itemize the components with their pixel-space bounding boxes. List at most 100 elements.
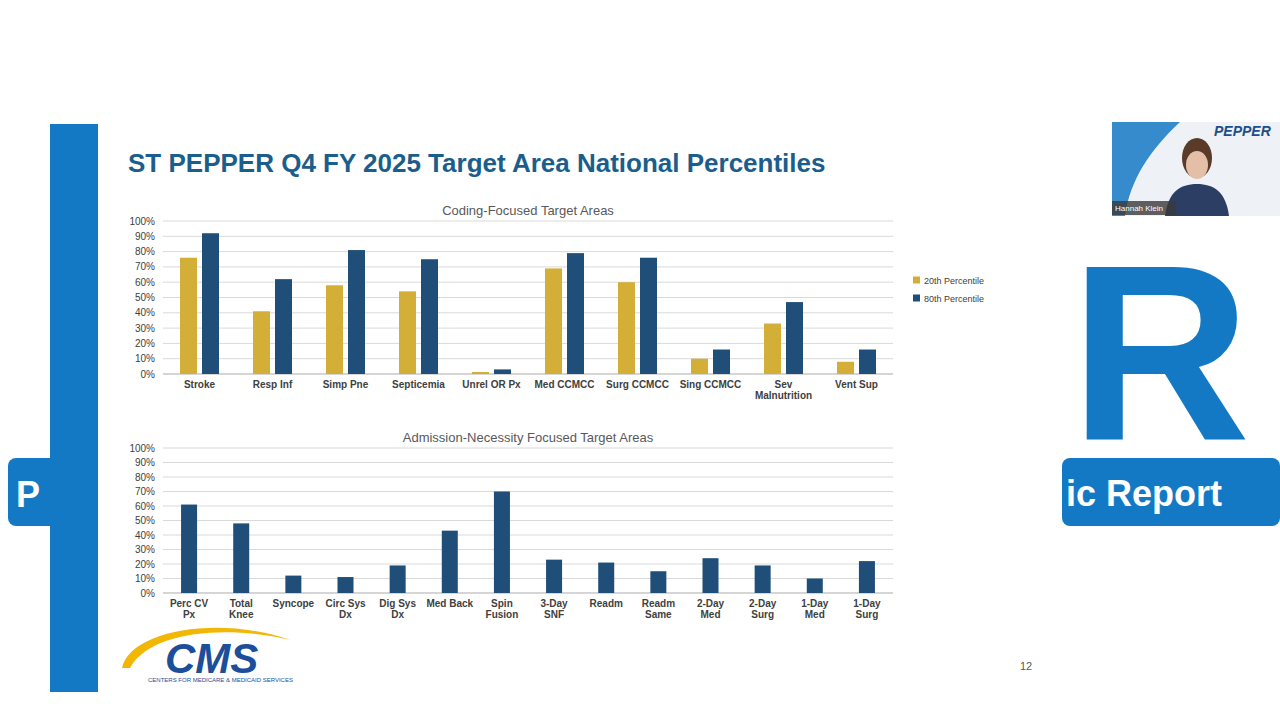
tick-label: 10% xyxy=(135,573,155,584)
bar xyxy=(421,259,438,374)
label-line: Med xyxy=(701,609,721,620)
bar xyxy=(442,531,458,593)
bar xyxy=(399,291,416,374)
label-line: Perc CV xyxy=(170,598,209,609)
tick-label: 70% xyxy=(135,261,155,272)
grid-line xyxy=(163,506,893,507)
category-label: 1-DaySurg xyxy=(853,598,881,620)
grid-line xyxy=(163,282,893,283)
label-line: Dx xyxy=(339,609,352,620)
category-label: Sing CCMCC xyxy=(680,379,742,390)
name-tag xyxy=(1112,201,1176,215)
logo-subtitle: CENTERS FOR MEDICARE & MEDICAID SERVICES xyxy=(148,677,293,683)
bar xyxy=(326,285,343,374)
x-axis xyxy=(163,593,893,594)
chart-title: Admission-Necessity Focused Target Areas xyxy=(403,430,654,445)
label-line: Unrel OR Px xyxy=(462,379,521,390)
bar xyxy=(202,233,219,374)
page-number: 12 xyxy=(1020,660,1032,672)
bar xyxy=(285,576,301,593)
tick-label: 90% xyxy=(135,231,155,242)
category-label: SpinFusion xyxy=(486,598,519,620)
label-line: Sing CCMCC xyxy=(680,379,742,390)
bar xyxy=(859,561,875,593)
category-label: Vent Sup xyxy=(835,379,878,390)
left-bar xyxy=(50,124,98,692)
grid-line xyxy=(163,328,893,329)
category-label: Dig SysDx xyxy=(379,598,416,620)
grid-line xyxy=(163,221,893,222)
logo-text: CMS xyxy=(165,635,258,682)
grid-line xyxy=(163,374,893,375)
bar xyxy=(755,565,771,593)
category-label: 3-DaySNF xyxy=(540,598,568,620)
bar xyxy=(390,565,406,593)
label-line: Vent Sup xyxy=(835,379,878,390)
category-label: Resp Inf xyxy=(253,379,293,390)
label-line: 1-Day xyxy=(853,598,881,609)
grid-line xyxy=(163,477,893,478)
category-label: 2-DayMed xyxy=(697,598,725,620)
bar xyxy=(859,350,876,374)
label-line: Readm xyxy=(590,598,623,609)
label-line: 1-Day xyxy=(801,598,829,609)
tick-label: 30% xyxy=(135,323,155,334)
bar xyxy=(837,362,854,374)
page: PRic ReportST PEPPER Q4 FY 2025 Target A… xyxy=(0,0,1280,720)
tick-label: 80% xyxy=(135,246,155,257)
grid-line xyxy=(163,297,893,298)
x-axis xyxy=(163,374,893,375)
label-line: Surg CCMCC xyxy=(606,379,669,390)
category-label: Med Back xyxy=(426,598,473,609)
bar xyxy=(348,250,365,374)
grid-line xyxy=(163,520,893,521)
bar xyxy=(640,258,657,374)
background-letter: R xyxy=(1070,214,1251,493)
category-label: Stroke xyxy=(184,379,216,390)
label-line: 3-Day xyxy=(540,598,568,609)
chart: Coding-Focused Target Areas0%10%20%30%40… xyxy=(129,203,984,401)
label-line: Spin xyxy=(491,598,513,609)
label-line: 2-Day xyxy=(697,598,725,609)
slide-title: ST PEPPER Q4 FY 2025 Target Area Nationa… xyxy=(128,148,825,178)
grid-line xyxy=(163,448,893,449)
tick-label: 40% xyxy=(135,307,155,318)
label-line: Malnutrition xyxy=(755,390,812,401)
bar xyxy=(713,350,730,374)
label-line: Stroke xyxy=(184,379,216,390)
grid-line xyxy=(163,251,893,252)
tick-label: 60% xyxy=(135,501,155,512)
label-line: Septicemia xyxy=(392,379,445,390)
category-label: Perc CVPx xyxy=(170,598,209,620)
label-line: Dig Sys xyxy=(379,598,416,609)
grid-line xyxy=(163,578,893,579)
background xyxy=(0,0,1280,720)
category-label: Simp Pne xyxy=(323,379,369,390)
bar xyxy=(472,372,489,374)
tick-label: 100% xyxy=(129,443,155,454)
thumbnail xyxy=(1112,122,1280,216)
label-line: Med CCMCC xyxy=(535,379,595,390)
tick-label: 0% xyxy=(141,588,156,599)
tick-label: 100% xyxy=(129,216,155,227)
tick-label: 20% xyxy=(135,338,155,349)
grid-line xyxy=(163,236,893,237)
label-line: Px xyxy=(183,609,196,620)
bar xyxy=(494,492,510,594)
bar xyxy=(546,560,562,593)
grid-line xyxy=(163,266,893,267)
label-line: Sev xyxy=(775,379,793,390)
chart: Admission-Necessity Focused Target Areas… xyxy=(129,430,893,620)
bar xyxy=(691,359,708,374)
bar xyxy=(567,253,584,374)
label-line: Dx xyxy=(391,609,404,620)
grid-line xyxy=(163,312,893,313)
category-label: Septicemia xyxy=(392,379,445,390)
label-line: Readm xyxy=(642,598,675,609)
label-line: Circ Sys xyxy=(325,598,365,609)
category-label: 2-DaySurg xyxy=(749,598,777,620)
label-line: Surg xyxy=(856,609,879,620)
tick-label: 20% xyxy=(135,559,155,570)
label-line: Fusion xyxy=(486,609,519,620)
tick-label: 50% xyxy=(135,515,155,526)
